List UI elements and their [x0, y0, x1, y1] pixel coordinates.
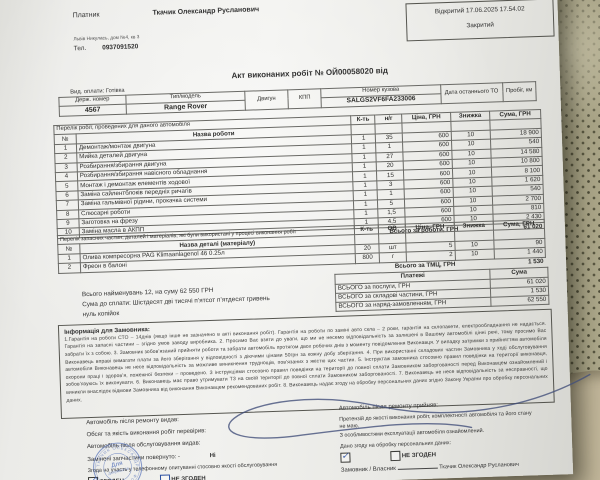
handwritten-signature: [228, 373, 591, 439]
svg-text:• ТКАЧИК ОЛЕКСАНДР • ФОП •: • ТКАЧИК ОЛЕКСАНДР • ФОП •: [91, 440, 144, 480]
signature-line: [397, 467, 438, 471]
vehicle-state-number: 4567: [59, 103, 127, 117]
payments-table: Платежі Сума ВСЬОГО за послуги, ГРН 61 02…: [334, 267, 549, 312]
opened-line: Відкритий 17.06.2025 17.54.02: [434, 5, 525, 16]
closed-line: Закритий: [466, 21, 495, 30]
payer-name: Ткачик Олександр Русланович: [152, 6, 260, 17]
parts-total-value: 1 530: [527, 257, 544, 266]
payer-address: Львів Никулась, дом №4, кв 3: [73, 35, 140, 43]
payer-label: Платник: [72, 11, 100, 20]
customer-label: Замовник / Власник: [340, 466, 396, 474]
cell-value: 62 550: [491, 295, 549, 307]
vehicle-col-last-service: Дата останнього ТО: [440, 82, 503, 104]
customer-name: Ткачик Олександр Русланович: [439, 462, 519, 471]
vehicle-col-gearbox: КПП: [287, 88, 322, 109]
vehicle-col-engine: Двигун: [244, 89, 289, 110]
stamp-center-text: Для: [111, 460, 124, 469]
svg-text:документів: документів: [108, 466, 130, 476]
company-stamp: • ТКАЧИК ОЛЕКСАНДР • ФОП • Для документі…: [91, 440, 144, 480]
status-box: Відкритий 17.06.2025 17.54.02 Закритий: [405, 0, 555, 42]
phone-value: 0937091520: [102, 43, 139, 52]
vehicle-col-mileage: Пробіг, км: [502, 81, 537, 102]
phone-label: Тел.: [73, 44, 87, 53]
